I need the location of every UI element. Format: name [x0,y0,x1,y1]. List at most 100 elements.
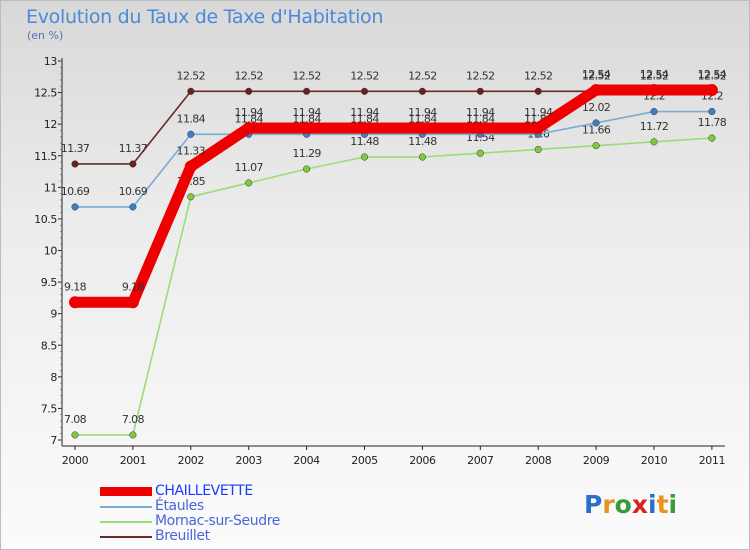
data-label-chaillevette: 9.18 [122,280,145,293]
y-tick-label: 12.5 [34,87,57,100]
data-point-breuillet [303,87,311,95]
data-point-mornac-sur-seudre [592,142,600,150]
data-label--taules: 12.02 [582,101,611,114]
data-point-chaillevette [69,296,81,309]
legend-label: Breuillet [155,528,210,544]
data-point-breuillet [418,87,426,95]
data-label-chaillevette: 12.54 [698,68,727,81]
data-point--taules [187,130,195,138]
data-point-mornac-sur-seudre [245,179,253,187]
data-label-chaillevette: 11.94 [292,106,321,119]
data-label--taules: 11.84 [350,112,379,125]
data-point-chaillevette [474,121,487,134]
y-tick-label: 13 [44,55,58,68]
series-line-chaillevette [69,84,718,308]
legend-label: Mornac-sur-Seudre [155,513,280,529]
data-label--taules: 11.84 [234,112,263,125]
data-point--taules [71,203,79,211]
legend-swatch [100,521,152,523]
data-label-chaillevette: 11.94 [234,106,263,119]
data-label-mornac-sur-seudre: 11.78 [698,116,727,129]
data-point-chaillevette [705,84,718,97]
proxiti-logo: Proxiti [584,490,678,519]
data-point-breuillet [71,160,79,168]
data-label-chaillevette: 11.94 [524,106,553,119]
y-tick-label: 10.5 [34,213,57,226]
legend-swatch [100,487,152,496]
y-tick-label: 8 [50,371,57,384]
data-label--taules: 11.84 [292,112,321,125]
data-point-mornac-sur-seudre [71,431,79,439]
x-tick-label: 2003 [235,454,262,467]
data-label-chaillevette: 12.54 [582,68,611,81]
series-line-mornac-sur-seudre [74,137,713,436]
data-point-chaillevette [300,121,313,134]
y-tick-label: 12 [44,118,57,131]
data-label-breuillet: 12.52 [582,69,611,82]
data-label-chaillevette: 11.94 [408,106,437,119]
data-point-breuillet [360,87,369,95]
data-label-mornac-sur-seudre: 11.72 [640,120,669,133]
y-tick-label: 11 [44,181,57,194]
data-label-breuillet: 12.52 [292,69,321,82]
y-tick-label: 9 [50,308,57,321]
data-point-chaillevette [242,121,255,134]
data-label-mornac-sur-seudre: 7.08 [64,413,87,426]
data-label-breuillet: 12.52 [466,69,495,82]
data-point--taules [592,119,600,127]
data-label-breuillet: 12.52 [350,69,379,82]
data-label-breuillet: 11.37 [61,142,90,155]
legend-label: CHAILLEVETTE [155,483,253,499]
y-tick-label: 7 [50,434,57,447]
data-point--taules [650,107,658,116]
data-label--taules: 11.84 [408,112,437,125]
data-label-mornac-sur-seudre: 7.08 [122,413,145,426]
data-point-breuillet [129,160,137,168]
x-tick-label: 2000 [62,454,89,467]
data-point-chaillevette [590,84,603,97]
y-tick-label: 9.5 [41,276,58,289]
data-point-breuillet [476,87,484,95]
data-point-breuillet [534,87,542,95]
data-point-chaillevette [358,121,371,134]
data-point-chaillevette [416,121,429,134]
data-point-mornac-sur-seudre [650,138,658,146]
y-tick-label: 7.5 [41,402,58,415]
data-label-breuillet: 12.52 [234,69,263,82]
x-tick-label: 2004 [293,454,320,467]
data-label-chaillevette: 9.18 [64,280,87,293]
x-tick-label: 2008 [525,454,552,467]
data-point-breuillet [245,87,253,95]
y-tick-label: 10 [44,245,58,258]
data-label--taules: 11.84 [466,112,495,125]
data-label-mornac-sur-seudre: 11.07 [234,161,263,174]
data-label-chaillevette: 11.94 [466,106,495,119]
x-tick-label: 2005 [351,454,378,467]
x-tick-label: 2009 [583,454,610,467]
data-label--taules: 10.69 [61,185,90,198]
data-point-mornac-sur-seudre [360,153,369,161]
x-tick-label: 2007 [467,454,494,467]
data-point-mornac-sur-seudre [303,165,311,173]
data-point-chaillevette [532,121,545,134]
data-point-mornac-sur-seudre [129,431,137,439]
data-label-breuillet: 12.52 [177,69,206,82]
y-tick-label: 11.5 [34,150,57,163]
data-point--taules [129,203,137,211]
series-line--taules [74,110,713,208]
x-tick-label: 2010 [641,454,668,467]
data-label-breuillet: 11.37 [119,142,148,155]
y-tick-label: 8.5 [41,339,58,352]
data-point-breuillet [187,87,195,95]
data-label-mornac-sur-seudre: 11.29 [292,147,321,160]
data-label-mornac-sur-seudre: 11.48 [350,135,379,148]
chart-title: Evolution du Taux de Taxe d'Habitation [26,6,384,28]
data-point-chaillevette [126,296,139,309]
data-label--taules: 11.84 [177,112,206,125]
data-point-chaillevette [648,84,660,97]
data-point--taules [708,107,716,116]
legend-swatch [100,536,152,538]
data-point-mornac-sur-seudre [708,134,716,142]
data-point-mornac-sur-seudre [534,145,542,153]
